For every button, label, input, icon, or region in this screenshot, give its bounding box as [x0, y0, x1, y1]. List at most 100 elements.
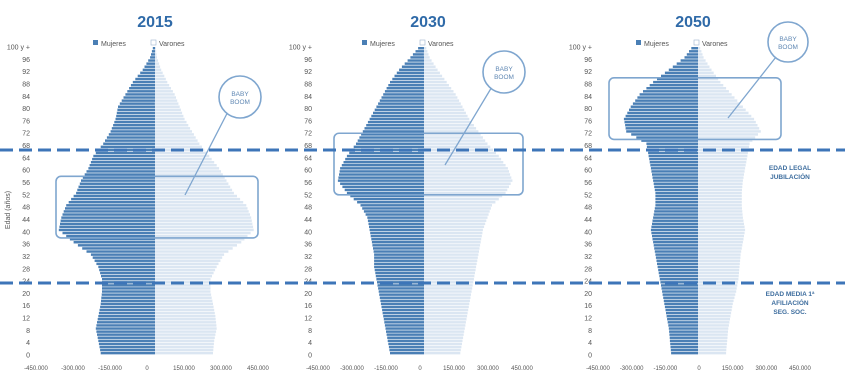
bar-varones	[424, 204, 492, 207]
bar-varones	[698, 287, 737, 290]
bar-mujeres	[664, 305, 698, 309]
y-tick-label: 44	[304, 217, 312, 224]
bar-mujeres	[649, 157, 698, 161]
bar-mujeres	[337, 179, 424, 182]
chart-title: 2030	[410, 14, 446, 31]
bar-mujeres	[99, 268, 155, 272]
bar-mujeres	[98, 265, 155, 269]
y-tick-label: 32	[22, 254, 30, 261]
bar-mujeres	[652, 222, 698, 226]
bar-mujeres	[670, 348, 698, 352]
y-tick-label: 16	[22, 303, 30, 310]
bar-varones	[155, 188, 233, 192]
bar-mujeres	[379, 99, 424, 102]
bar-mujeres	[368, 222, 424, 226]
bar-varones	[155, 207, 248, 210]
bar-mujeres	[371, 238, 424, 241]
bar-mujeres	[629, 108, 698, 112]
bar-mujeres	[386, 87, 424, 90]
bar-mujeres	[362, 130, 424, 133]
bar-mujeres	[660, 281, 698, 284]
y-axis-title: Edad (años)	[5, 191, 12, 229]
bar-mujeres	[62, 213, 155, 216]
baby-boom-label-line1: BABY	[495, 66, 513, 73]
bar-mujeres	[90, 253, 155, 256]
bar-varones	[155, 145, 202, 149]
bar-mujeres	[376, 278, 424, 281]
bar-varones	[155, 324, 217, 327]
bar-mujeres	[389, 348, 424, 352]
bar-varones	[698, 262, 740, 266]
bar-mujeres	[99, 308, 155, 312]
bar-varones	[424, 228, 483, 232]
y-tick-label: 60	[22, 168, 30, 175]
bar-varones	[155, 244, 237, 247]
bar-varones	[698, 278, 739, 281]
bar-varones	[155, 124, 189, 127]
bar-varones	[698, 68, 712, 72]
bar-varones	[698, 290, 737, 293]
bar-mujeres	[664, 71, 698, 75]
x-tick-label: 0	[418, 366, 422, 372]
bar-mujeres	[146, 62, 155, 65]
bar-mujeres	[101, 296, 155, 299]
bar-varones	[698, 179, 743, 182]
bar-mujeres	[97, 321, 155, 324]
bar-mujeres	[102, 290, 155, 293]
y-tick-label: 16	[304, 303, 312, 310]
bar-mujeres	[125, 93, 155, 96]
bar-varones	[698, 336, 728, 339]
bar-mujeres	[646, 87, 698, 90]
x-tick-label: 450.000	[247, 366, 269, 372]
bar-varones	[698, 311, 732, 315]
bar-varones	[424, 102, 461, 105]
bar-mujeres	[97, 336, 156, 339]
y-tick-label: 40	[22, 229, 30, 236]
bar-varones	[424, 65, 436, 68]
bar-varones	[155, 302, 213, 306]
y-tick-label: 36	[22, 242, 30, 249]
bar-varones	[424, 207, 491, 210]
bar-mujeres	[374, 268, 424, 272]
bar-varones	[424, 68, 438, 72]
bar-mujeres	[129, 87, 155, 90]
bar-varones	[698, 191, 742, 195]
bar-mujeres	[659, 274, 698, 278]
bar-mujeres	[643, 90, 698, 93]
bar-mujeres	[680, 59, 698, 62]
bar-varones	[698, 268, 740, 272]
bar-mujeres	[654, 210, 698, 213]
bar-mujeres	[651, 231, 698, 235]
y-tick-label: 56	[304, 180, 312, 187]
bar-varones	[698, 302, 733, 306]
bar-mujeres	[657, 262, 698, 266]
y-tick-label: 100 y +	[7, 45, 30, 52]
bar-mujeres	[372, 244, 424, 247]
bar-mujeres	[118, 105, 155, 108]
bar-varones	[698, 96, 735, 99]
bar-mujeres	[381, 305, 424, 309]
bar-mujeres	[412, 53, 424, 56]
bar-mujeres	[667, 321, 698, 324]
x-tick-label: 300.000	[755, 366, 777, 372]
x-tick-label: -450.000	[306, 366, 330, 372]
bar-varones	[424, 197, 499, 201]
bar-varones	[698, 59, 706, 62]
bar-varones	[155, 74, 165, 78]
bar-mujeres	[625, 127, 698, 130]
y-tick-label: 40	[304, 229, 312, 236]
bar-mujeres	[374, 262, 424, 266]
bar-varones	[424, 108, 465, 112]
bar-mujeres	[655, 253, 698, 256]
bar-varones	[155, 77, 166, 81]
bar-varones	[155, 238, 245, 241]
bar-varones	[698, 241, 743, 244]
bar-mujeres	[384, 90, 424, 93]
bar-mujeres	[367, 120, 424, 124]
bar-mujeres	[373, 247, 424, 250]
bar-mujeres	[662, 290, 698, 293]
legend-swatch-mujeres	[362, 40, 367, 45]
bar-mujeres	[387, 336, 424, 339]
bar-mujeres	[374, 253, 424, 256]
bar-mujeres	[341, 164, 424, 167]
